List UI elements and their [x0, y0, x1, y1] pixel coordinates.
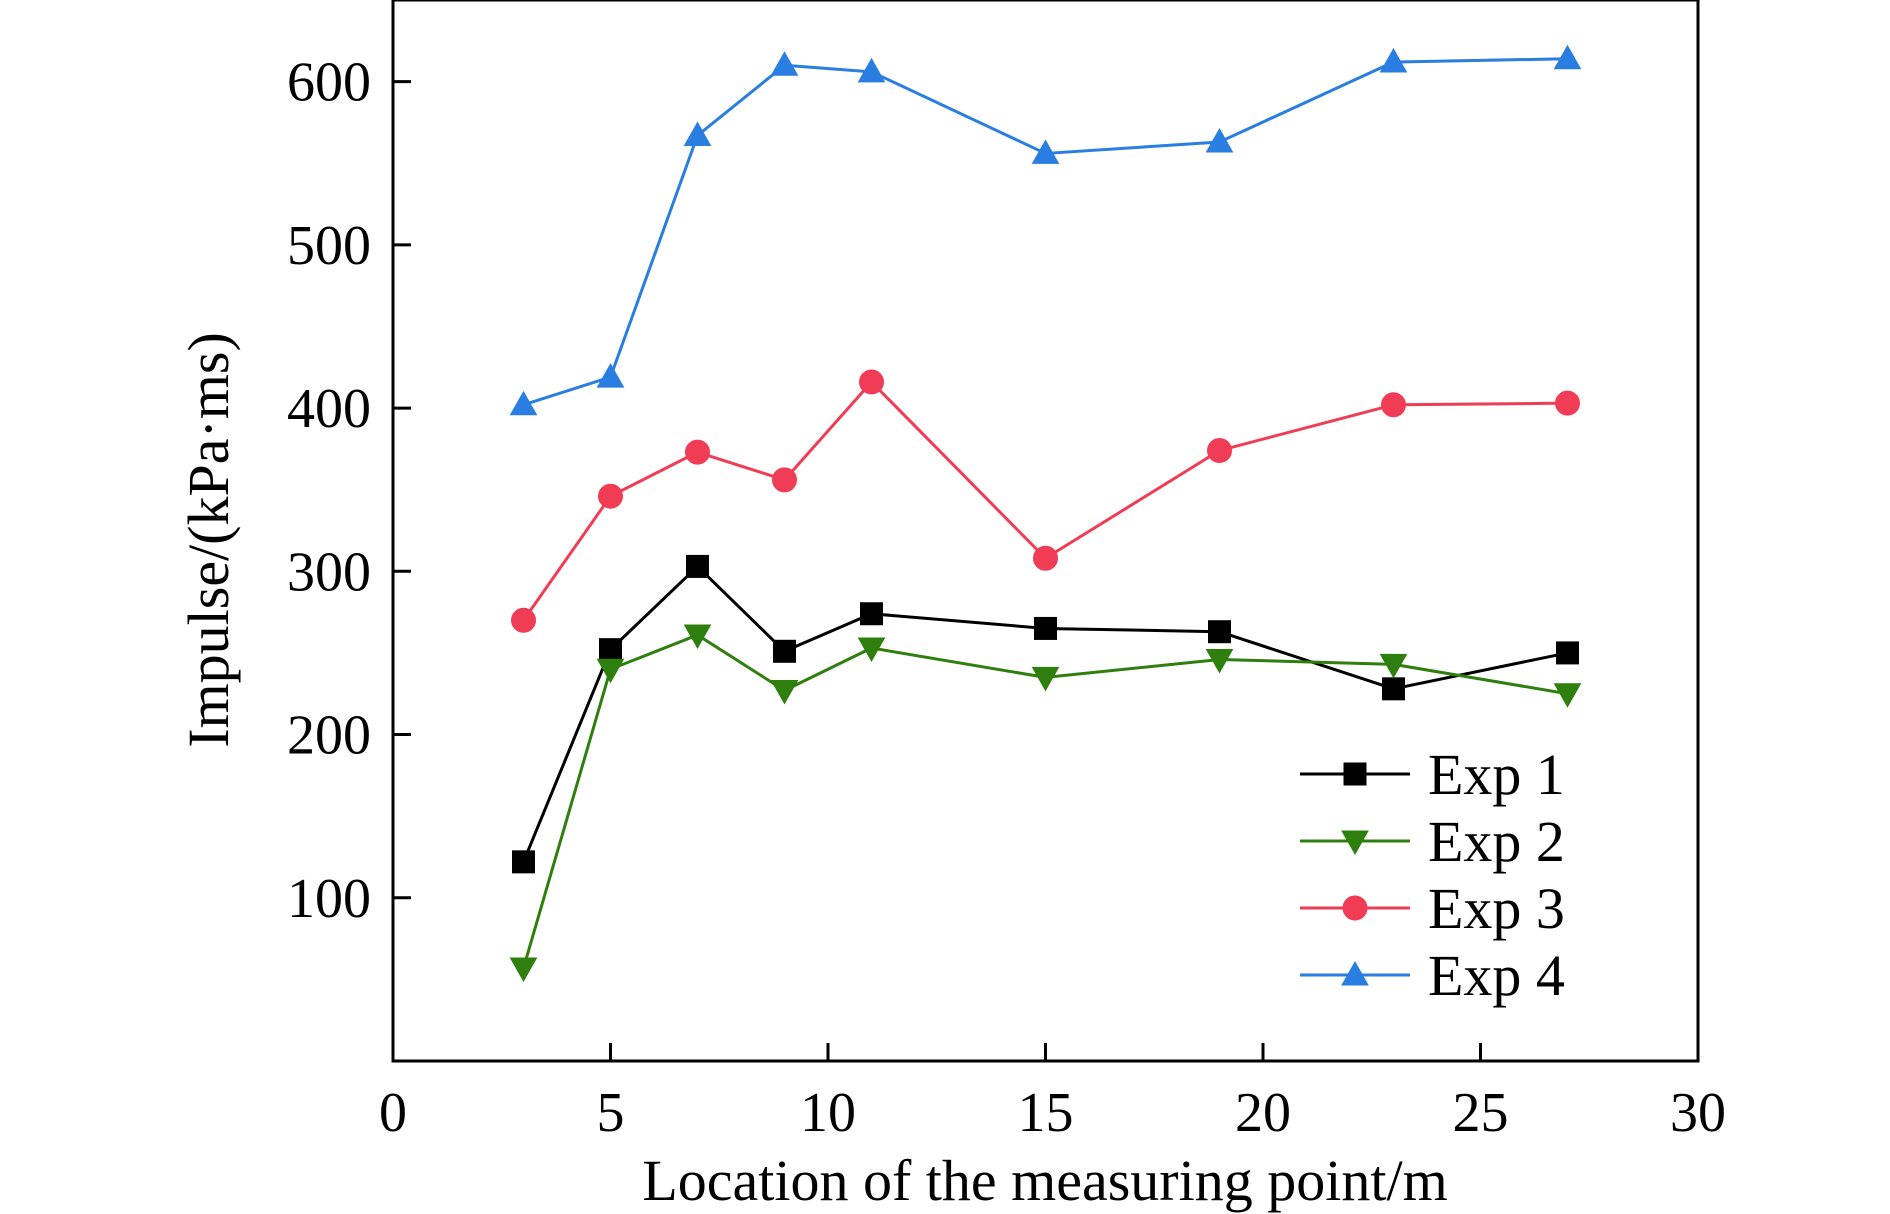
y-tick-label: 400 — [287, 378, 371, 440]
data-point-exp-2 — [770, 679, 799, 705]
series-line-exp-1 — [522, 564, 1568, 863]
data-point-exp-4 — [509, 390, 538, 416]
data-point-exp-4 — [770, 51, 799, 76]
x-tick-label: 5 — [597, 1082, 625, 1144]
data-point-exp-2 — [683, 624, 712, 649]
data-point-exp-3 — [859, 369, 884, 395]
series-exp-3 — [511, 369, 1580, 633]
data-point-exp-3 — [772, 467, 797, 493]
data-point-exp-2 — [857, 637, 886, 663]
data-point-exp-4 — [1379, 48, 1408, 73]
y-tick-label: 100 — [287, 868, 371, 930]
y-axis-title: Impulse/(kPa·ms) — [176, 332, 241, 748]
y-tick-label: 200 — [287, 705, 371, 767]
legend-item-exp-2: Exp 2 — [1300, 809, 1565, 874]
data-point-exp-3 — [1555, 390, 1580, 416]
legend-label: Exp 1 — [1428, 742, 1565, 807]
x-tick-label: 25 — [1453, 1082, 1509, 1144]
data-point-exp-1 — [599, 638, 622, 662]
legend-marker — [1341, 960, 1369, 986]
data-point-exp-1 — [1034, 616, 1057, 640]
y-tick-label: 300 — [287, 541, 371, 603]
data-point-exp-4 — [596, 363, 625, 388]
legend-item-exp-1: Exp 1 — [1300, 742, 1565, 807]
data-point-exp-3 — [1033, 545, 1058, 571]
data-point-exp-1 — [773, 639, 796, 663]
data-point-exp-1 — [1556, 641, 1579, 665]
y-tick-label: 500 — [287, 215, 371, 277]
data-point-exp-2 — [596, 658, 625, 684]
data-point-exp-2 — [509, 957, 538, 982]
legend-label: Exp 4 — [1428, 943, 1565, 1008]
legend-marker — [1343, 762, 1367, 786]
data-point-exp-3 — [598, 483, 623, 509]
series-exp-4 — [509, 44, 1582, 416]
data-point-exp-4 — [857, 57, 886, 83]
x-tick-label: 30 — [1670, 1082, 1726, 1144]
x-tick-label: 10 — [800, 1082, 856, 1144]
legend-label: Exp 2 — [1428, 809, 1565, 874]
data-point-exp-2 — [1031, 666, 1060, 692]
data-point-exp-3 — [1381, 392, 1406, 418]
x-axis-ticks: 0 5 10 15 20 25 30 — [379, 1043, 1726, 1144]
x-tick-label: 20 — [1235, 1082, 1291, 1144]
legend-item-exp-3: Exp 3 — [1300, 876, 1565, 941]
legend-label: Exp 3 — [1428, 876, 1565, 941]
data-point-exp-4 — [1553, 44, 1582, 70]
data-point-exp-4 — [683, 121, 712, 146]
x-tick-label: 0 — [379, 1082, 407, 1144]
legend-marker — [1341, 830, 1369, 856]
data-point-exp-2 — [1379, 653, 1408, 679]
series-line-exp-4 — [523, 57, 1568, 407]
data-point-exp-1 — [860, 602, 883, 626]
data-point-exp-2 — [1205, 648, 1234, 674]
series-exp-2 — [509, 624, 1582, 982]
y-tick-label: 600 — [287, 52, 371, 114]
data-point-exp-4 — [1031, 139, 1060, 164]
data-point-exp-3 — [1207, 438, 1232, 464]
series-layer — [509, 44, 1582, 982]
legend-marker — [1342, 895, 1368, 921]
data-point-exp-4 — [1205, 127, 1234, 153]
legend-item-exp-4: Exp 4 — [1300, 943, 1565, 1008]
x-axis-title: Location of the measuring point/m — [642, 1148, 1447, 1213]
data-point-exp-1 — [1382, 677, 1405, 701]
y-axis-ticks: 100 200 300 400 500 600 — [287, 52, 411, 930]
x-tick-label: 15 — [1018, 1082, 1074, 1144]
data-point-exp-1 — [1208, 620, 1231, 644]
data-point-exp-3 — [685, 439, 710, 465]
data-point-exp-2 — [1553, 683, 1582, 708]
data-point-exp-1 — [686, 554, 709, 578]
series-exp-1 — [512, 554, 1579, 874]
data-point-exp-3 — [511, 607, 536, 633]
data-point-exp-1 — [512, 850, 535, 874]
